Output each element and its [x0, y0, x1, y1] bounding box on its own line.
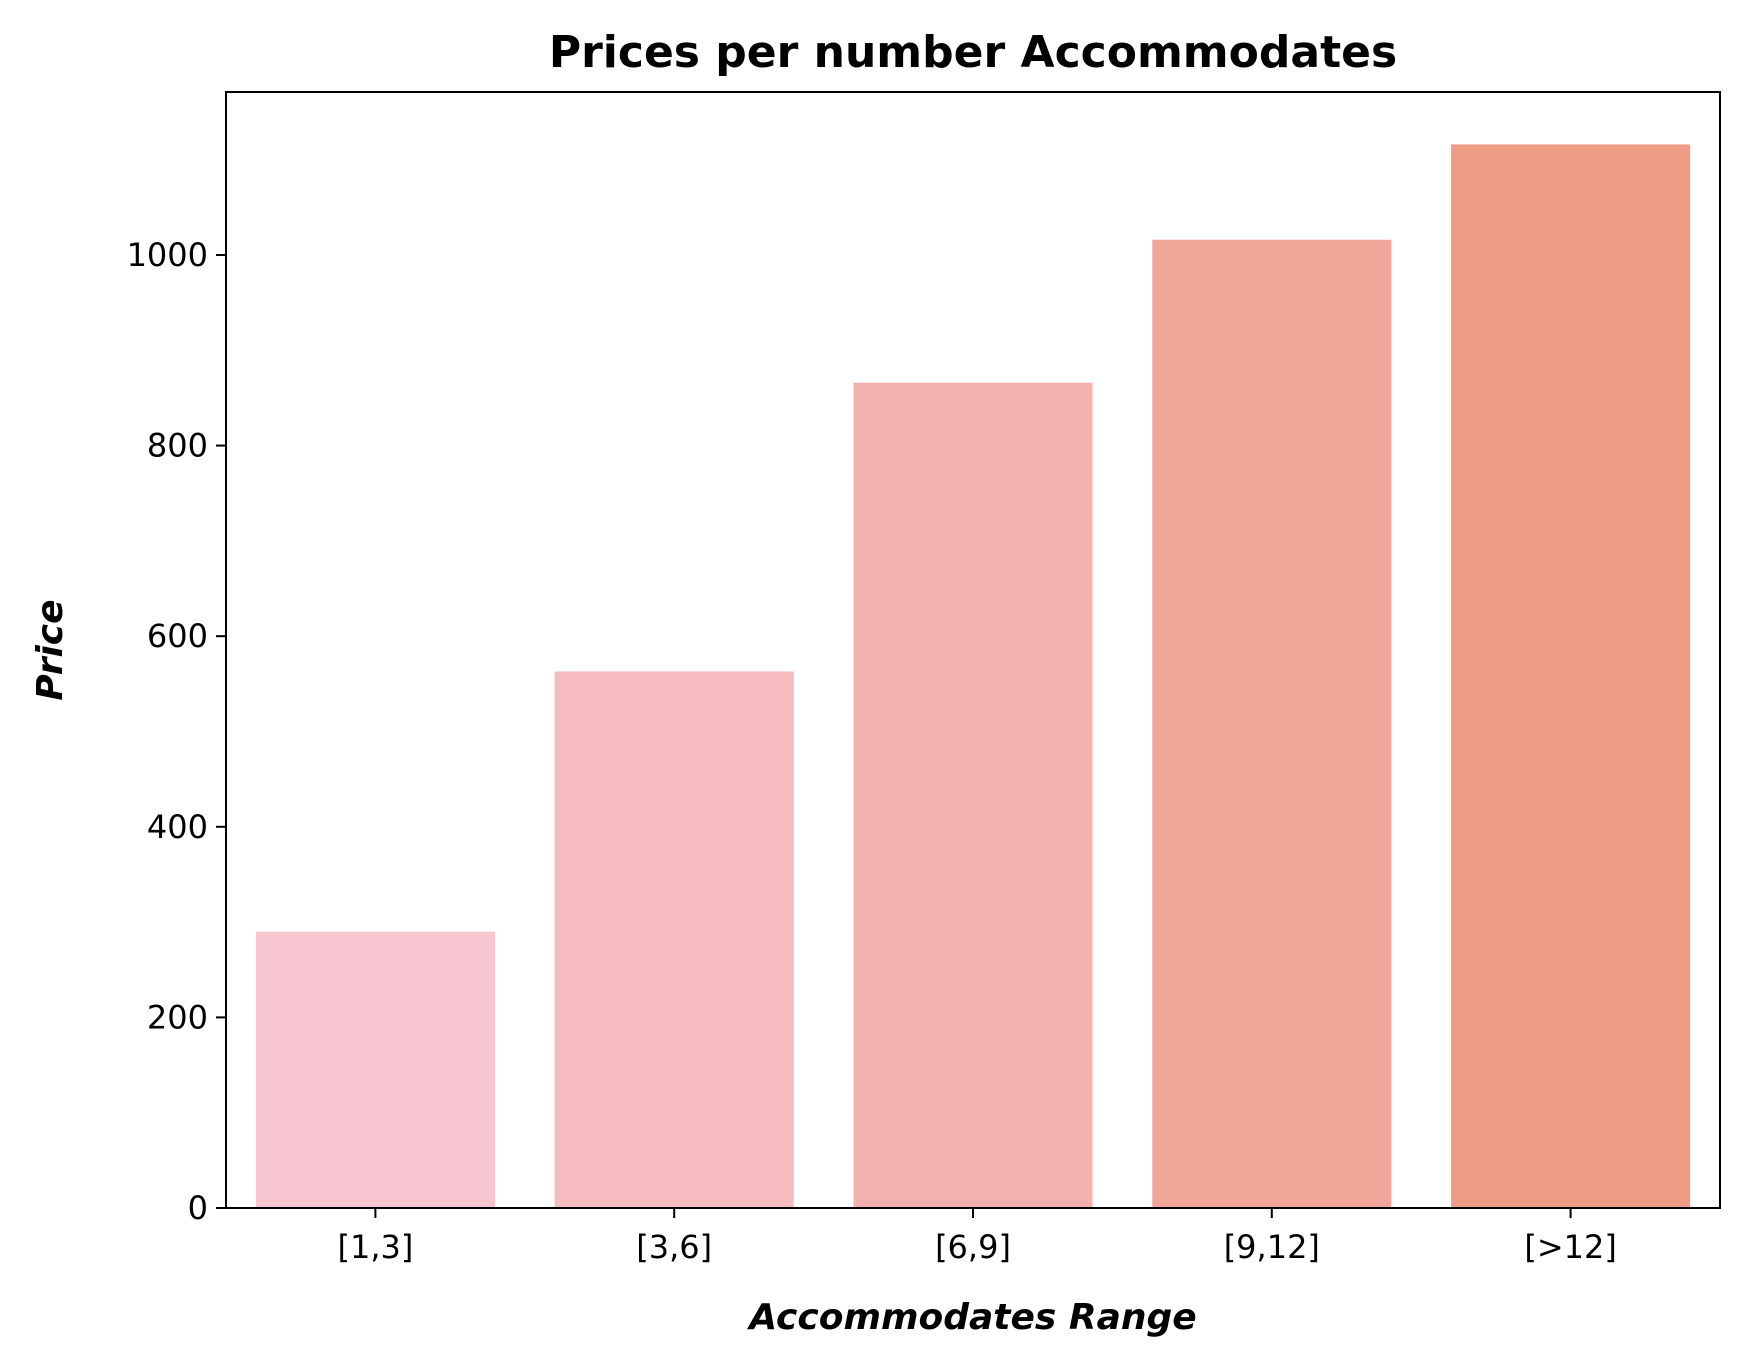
plot-frame — [225, 91, 1721, 1209]
chart-title: Prices per number Accommodates — [549, 27, 1397, 78]
y-tick-label-3: 600 — [147, 617, 208, 655]
bar-0 — [255, 931, 495, 1208]
bar-3 — [1152, 239, 1392, 1208]
x-tick-label-3: [9,12] — [1224, 1228, 1320, 1266]
y-axis-ticks: 0 200 400 600 800 1000 — [127, 236, 226, 1227]
bars-group — [255, 144, 1691, 1208]
y-tick-label-5: 1000 — [127, 236, 208, 274]
y-tick-label-4: 800 — [147, 427, 208, 465]
x-tick-label-1: [3,6] — [636, 1228, 712, 1266]
x-tick-label-0: [1,3] — [337, 1228, 413, 1266]
bar-1 — [554, 671, 794, 1208]
x-tick-label-2: [6,9] — [935, 1228, 1011, 1266]
x-axis-label: Accommodates Range — [746, 1297, 1196, 1338]
x-tick-label-4: [>12] — [1524, 1228, 1617, 1266]
y-tick-label-2: 400 — [147, 808, 208, 846]
y-tick-label-1: 200 — [147, 998, 208, 1036]
x-axis-ticks: [1,3] [3,6] [6,9] [9,12] [>12] — [337, 1208, 1617, 1266]
bar-2 — [853, 382, 1093, 1208]
y-tick-label-0: 0 — [188, 1189, 208, 1227]
bar-4 — [1451, 144, 1691, 1208]
y-axis-label: Price — [30, 599, 71, 700]
